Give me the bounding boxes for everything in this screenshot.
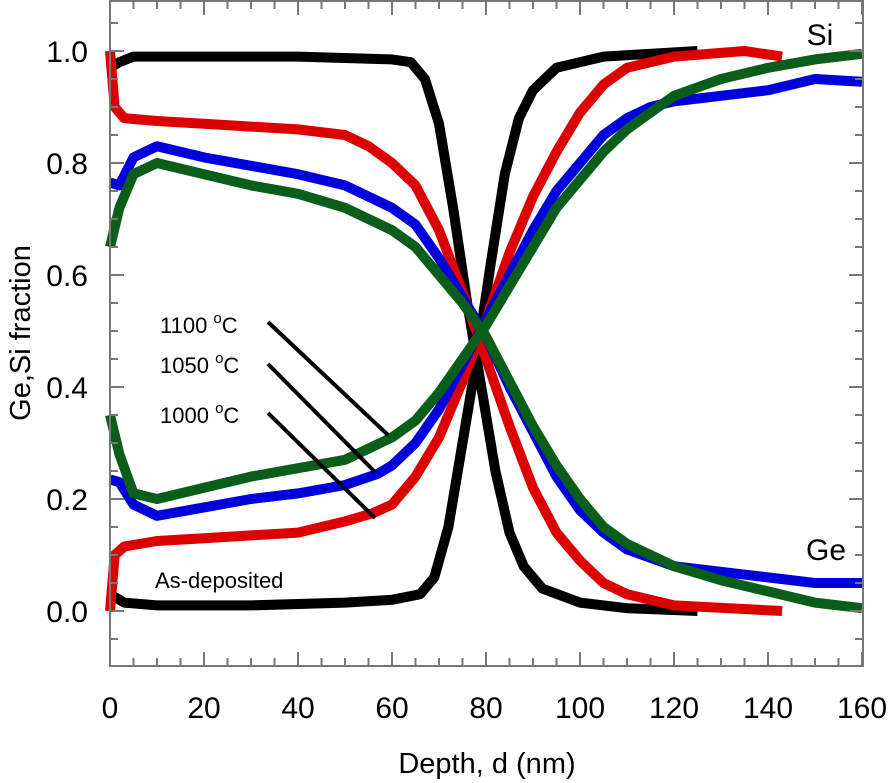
x-tick-label: 120 [649,692,699,725]
y-axis-label: Ge,Si fraction [5,245,37,421]
annotation-1100: 1100 oC [160,310,390,437]
x-tick-label: 40 [281,692,314,725]
ticks-layer: 0 20 40 60 80 100 120 140 160 0.0 0.2 0.4 0.6 0.8 1.0 [46,1,887,725]
si-label: Si [807,19,834,52]
x-axis-label: Depth, d (nm) [398,748,575,780]
y-tick-label: 0.0 [46,596,88,629]
annotation-1000-text: 1000 oC [160,400,239,428]
as-deposited-label: As-deposited [155,568,283,593]
x-tick-label: 140 [743,692,793,725]
series-line-as-deposited-ge [107,51,698,616]
series-line-1000-c-si [105,46,783,612]
annotation-1000-pointer [266,411,377,520]
annotation-1000: 1000 oC [160,400,377,520]
annotation-1100-pointer [266,320,390,437]
x-tick-label: 60 [375,692,408,725]
annotation-1050-pointer [266,362,377,474]
series-line-1100-c-si [105,48,863,504]
y-tick-label: 0.8 [46,148,88,181]
y-tick-label: 1.0 [46,36,88,69]
annotation-1050: 1050 oC [160,350,377,474]
x-tick-label: 0 [102,692,119,725]
x-tick-label: 20 [187,692,220,725]
series-line-1000-c-ge [105,50,783,616]
y-tick-label: 0.4 [46,372,88,405]
series-line-as-deposited-si [107,46,698,611]
x-tick-label: 160 [837,692,887,725]
series-layer [105,46,863,616]
x-tick-label: 100 [555,692,605,725]
annotation-1100-text: 1100 oC [160,310,238,338]
x-tick-label: 80 [469,692,502,725]
series-line-1100-c-ge [105,158,863,614]
annotation-1050-text: 1050 oC [160,350,239,378]
ge-label: Ge [806,534,846,567]
y-tick-label: 0.2 [46,484,88,517]
y-tick-label: 0.6 [46,260,88,293]
